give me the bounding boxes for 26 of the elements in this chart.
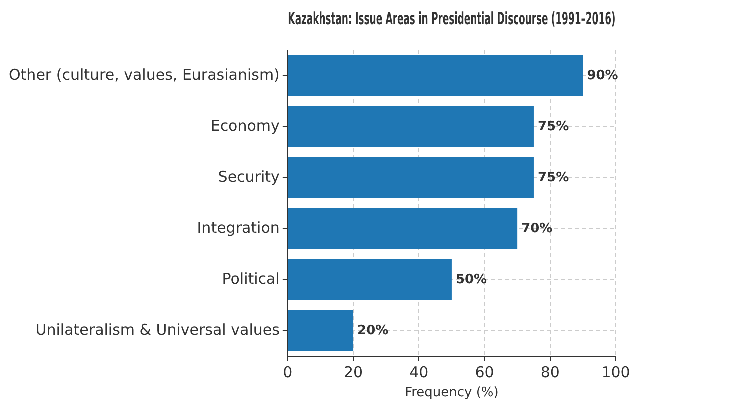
bar: [288, 158, 534, 198]
bar: [288, 106, 534, 148]
chart-title: Kazakhstan: Issue Areas in Presidential Discourse (1991–2016): [288, 10, 616, 30]
x-tick-label: 40: [410, 363, 429, 382]
data-label: 20%: [358, 323, 389, 338]
y-tick-label: Other (culture, values, Eurasianism): [8, 66, 280, 84]
x-tick-label: 80: [540, 363, 560, 382]
bar: [288, 56, 584, 96]
y-tick-label: Security: [218, 168, 280, 186]
y-tick-label: Unilateralism & Universal values: [36, 320, 280, 339]
bar: [288, 260, 452, 300]
y-tick-label: Integration: [197, 218, 280, 237]
x-tick-label: 60: [475, 363, 494, 382]
data-label: 50%: [456, 272, 488, 288]
data-label: 70%: [522, 221, 553, 236]
x-tick-label: 100: [602, 363, 630, 382]
y-tick-label: Political: [222, 270, 280, 288]
x-tick-label: 20: [344, 363, 364, 382]
data-label: 90%: [587, 68, 618, 84]
data-label: 75%: [538, 119, 570, 134]
x-tick-label: 0: [283, 363, 293, 382]
x-axis-title: Frequency (%): [405, 386, 499, 401]
bar: [288, 310, 354, 352]
data-label: 75%: [538, 170, 570, 186]
bar: [288, 208, 518, 250]
y-tick-label: Economy: [210, 116, 280, 135]
